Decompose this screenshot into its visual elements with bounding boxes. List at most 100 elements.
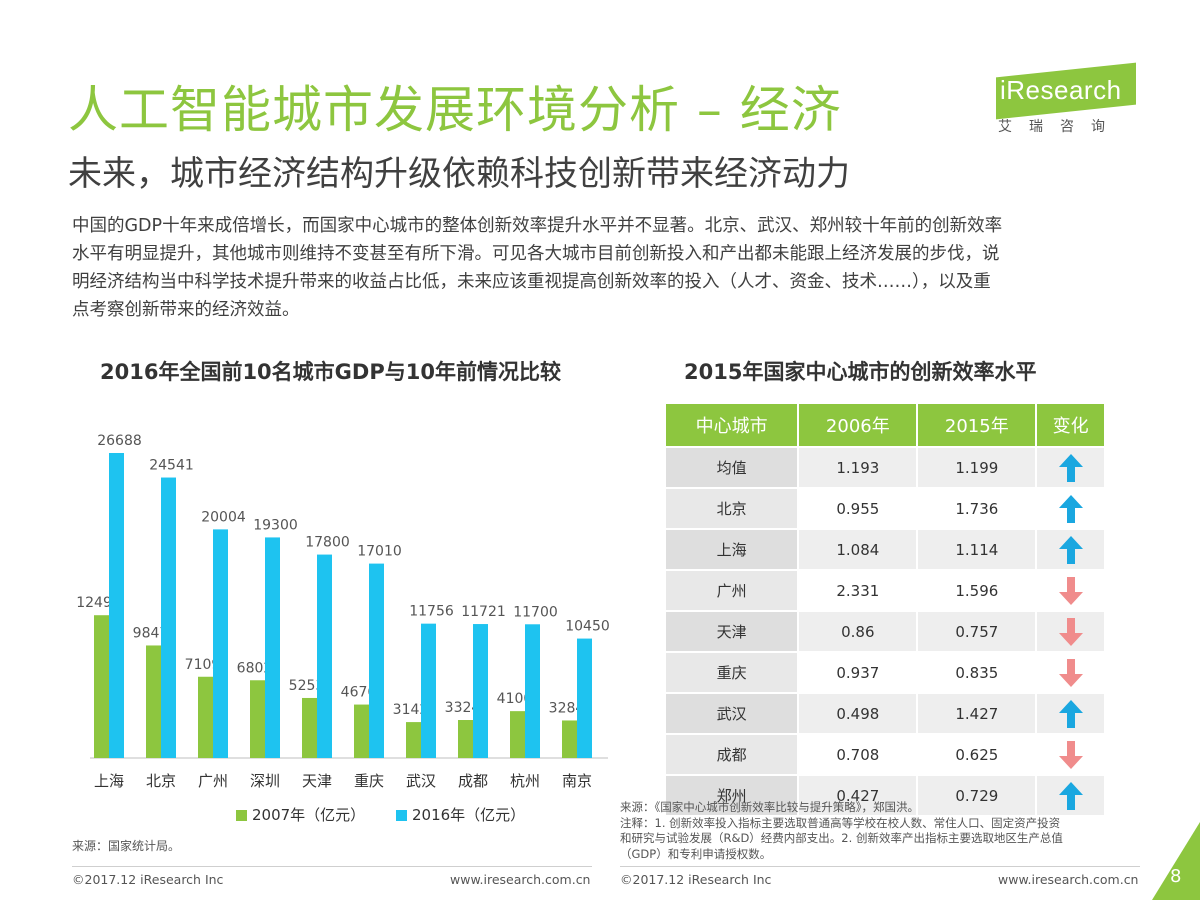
source-line: 来源：《国家中心城市创新效率比较与提升策略》，郑国洪。: [620, 800, 919, 814]
data-label-2016: 11700: [513, 604, 558, 620]
data-label-2016: 17010: [357, 544, 402, 560]
x-tick-label: 上海: [94, 772, 124, 790]
arrow-down-icon: [1058, 740, 1083, 769]
table-cell-2006: 0.708: [799, 733, 919, 774]
data-label-2016: 11721: [461, 604, 506, 620]
bar-2007: [562, 720, 577, 758]
logo-text: iResearch: [1000, 75, 1122, 105]
data-label-2016: 11756: [409, 604, 454, 620]
table-cell-city: 北京: [666, 487, 800, 528]
table-cell-2006: 1.193: [799, 446, 919, 487]
table-cell-2006: 0.498: [799, 692, 919, 733]
bar-2016: [265, 537, 280, 758]
legend-label: 2016年（亿元）: [412, 806, 525, 824]
legend-swatch: [396, 810, 407, 821]
table-cell-2015: 1.736: [918, 487, 1038, 528]
intro-line: 中国的GDP十年来成倍增长，而国家中心城市的整体创新效率提升水平并不显著。北京、…: [72, 216, 1003, 236]
table-cell-change: [1037, 487, 1104, 528]
data-label-2016: 10450: [565, 619, 610, 635]
table-cell-2006: 1.084: [799, 528, 919, 569]
table-row: 郑州 0.427 0.729: [666, 774, 1104, 815]
table-cell-change: [1037, 651, 1104, 692]
header-2006: 2006年: [799, 404, 919, 446]
page-number: 8: [1170, 866, 1182, 887]
intro-line: 明经济结构当中科学技术提升带来的收益占比低，未来应该重视提高创新效率的投入（人才…: [72, 272, 991, 292]
footer-divider-right: [620, 866, 1140, 867]
table-cell-2015: 1.114: [918, 528, 1038, 569]
table-row: 均值 1.193 1.199: [666, 446, 1104, 487]
table-cell-2006: 0.955: [799, 487, 919, 528]
bar-2016: [577, 638, 592, 758]
bar-2016: [161, 477, 176, 758]
table-cell-2015: 0.625: [918, 733, 1038, 774]
table-cell-change: [1037, 733, 1104, 774]
table-cell-city: 成都: [666, 733, 800, 774]
arrow-up-icon: [1058, 535, 1083, 564]
table-cell-city: 重庆: [666, 651, 800, 692]
bar-2016: [317, 554, 332, 758]
table-cell-2015: 0.729: [918, 774, 1038, 815]
footer-url-left[interactable]: www.iresearch.com.cn: [450, 872, 591, 887]
gdp-bar-chart: 1249426688上海984724541北京710920004广州680219…: [76, 433, 610, 824]
data-label-2007: 3284: [549, 700, 585, 716]
bar-2016: [473, 624, 488, 758]
footer-copyright-right: ©2017.12 iResearch Inc: [620, 872, 772, 887]
bar-2007: [250, 680, 265, 758]
table-cell-change: [1037, 692, 1104, 733]
table-cell-change: [1037, 446, 1104, 487]
source-line: （GDP）和专利申请授权数。: [620, 846, 772, 861]
data-label-2016: 17800: [305, 535, 350, 551]
data-label-2016: 19300: [253, 517, 298, 533]
table-body: 均值 1.193 1.199 北京 0.955 1.736 上海 1.084 1.114 广州 2.…: [666, 446, 1104, 815]
bar-chart-title: 2016年全国前10名城市GDP与10年前情况比较: [100, 360, 561, 384]
arrow-up-icon: [1058, 494, 1083, 523]
table-row: 北京 0.955 1.736: [666, 487, 1104, 528]
data-label-2007: 6802: [237, 660, 273, 676]
arrow-up-icon: [1058, 453, 1083, 482]
bar-2007: [354, 704, 369, 758]
data-label-2007: 5253: [289, 678, 325, 694]
innovation-efficiency-table: 中心城市 2006年 2015年 变化 均值 1.193 1.199 北京 0.955 1…: [666, 404, 1104, 815]
table-cell-change: [1037, 774, 1104, 815]
data-label-2007: 4100: [497, 691, 533, 707]
table-cell-city: 上海: [666, 528, 800, 569]
bar-chart-source: 来源：国家统计局。: [72, 839, 181, 853]
bar-2007: [302, 697, 317, 758]
table-source: 来源：《国家中心城市创新效率比较与提升策略》，郑国洪。 注释：1. 创新效率投入…: [620, 800, 1140, 862]
table-row: 成都 0.708 0.625: [666, 733, 1104, 774]
bar-2016: [525, 624, 540, 758]
header-city: 中心城市: [666, 404, 800, 446]
table-cell-city: 天津: [666, 610, 800, 651]
x-tick-label: 北京: [146, 772, 176, 790]
table-row: 武汉 0.498 1.427: [666, 692, 1104, 733]
arrow-up-icon: [1058, 781, 1083, 810]
footer-url-right[interactable]: www.iresearch.com.cn: [998, 872, 1139, 887]
table-row: 广州 2.331 1.596: [666, 569, 1104, 610]
arrow-down-icon: [1058, 576, 1083, 605]
table-title: 2015年国家中心城市的创新效率水平: [684, 360, 1037, 384]
data-label-2007: 9847: [133, 625, 169, 641]
bar-2007: [146, 645, 161, 758]
x-tick-label: 重庆: [354, 772, 384, 790]
header-2015: 2015年: [918, 404, 1038, 446]
page-title: 人工智能城市发展环境分析 – 经济: [68, 81, 842, 139]
table-cell-2006: 0.937: [799, 651, 919, 692]
data-label-2016: 20004: [201, 509, 246, 525]
arrow-down-icon: [1058, 658, 1083, 687]
table-cell-2015: 0.757: [918, 610, 1038, 651]
source-line: 注释：1. 创新效率投入指标主要选取普通高等学校在校人数、常住人口、固定资产投资: [620, 815, 1061, 830]
table-row: 天津 0.86 0.757: [666, 610, 1104, 651]
footer-divider-left: [72, 866, 592, 867]
iresearch-logo: iResearch 艾瑞咨询: [990, 62, 1140, 140]
intro-line: 点考察创新带来的经济效益。: [72, 300, 300, 320]
bar-2007: [94, 615, 109, 758]
legend-label: 2007年（亿元）: [252, 806, 365, 824]
footer-copyright-left: ©2017.12 iResearch Inc: [72, 872, 224, 887]
intro-paragraph: 中国的GDP十年来成倍增长，而国家中心城市的整体创新效率提升水平并不显著。北京、…: [72, 212, 1142, 324]
x-tick-label: 南京: [562, 772, 592, 790]
table-cell-2006: 2.331: [799, 569, 919, 610]
data-label-2007: 7109: [185, 657, 221, 673]
table-cell-2015: 0.835: [918, 651, 1038, 692]
table-cell-city: 武汉: [666, 692, 800, 733]
table-cell-change: [1037, 569, 1104, 610]
